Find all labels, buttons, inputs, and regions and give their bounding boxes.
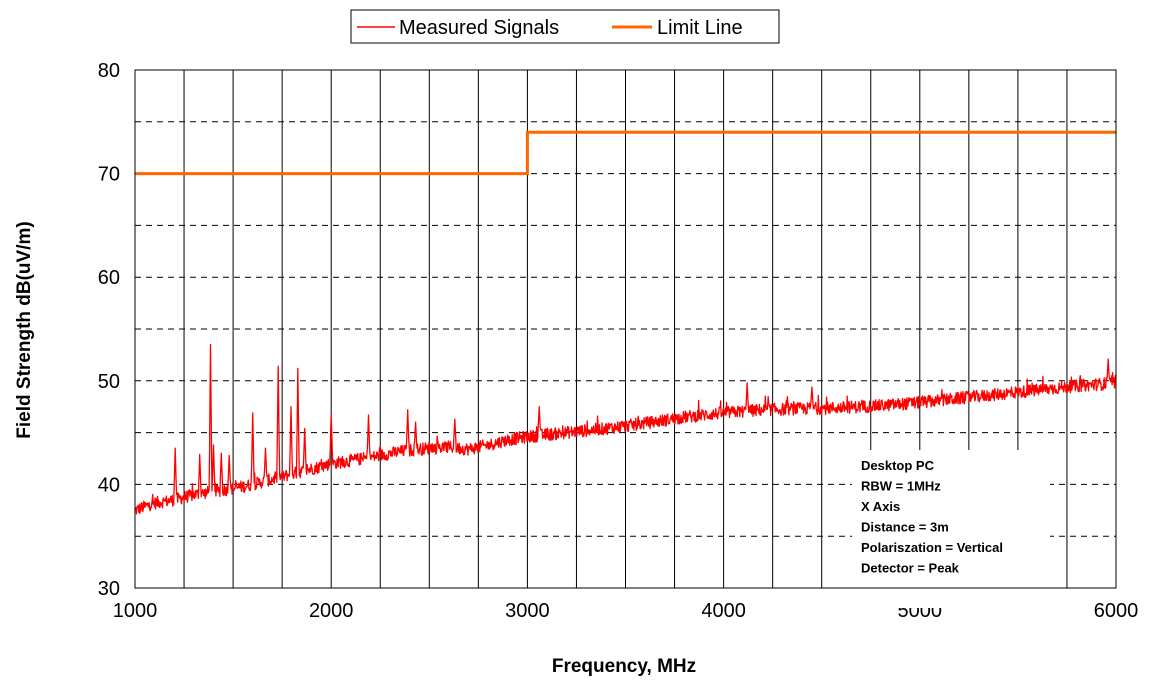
x-tick-label: 3000 — [505, 600, 550, 622]
x-tick-label: 6000 — [1094, 600, 1139, 622]
plot-frame — [134, 69, 1117, 589]
limit-line — [135, 130, 1116, 176]
legend-label-limit: Limit Line — [657, 17, 743, 39]
legend-label-measured: Measured Signals — [399, 17, 559, 39]
y-tick-label: 30 — [98, 578, 120, 600]
y-tick-label: 80 — [98, 60, 120, 82]
annotation-line: Distance = 3m — [861, 520, 949, 535]
annotation-line: X Axis — [861, 499, 900, 514]
series-layer — [134, 130, 1117, 515]
legend-box — [350, 9, 780, 44]
annotation-background — [852, 450, 1050, 588]
x-axis-title: Frequency, MHz — [552, 656, 696, 677]
legend: Measured Signals Limit Line — [350, 9, 780, 44]
y-tick-label: 50 — [98, 371, 120, 393]
annotation-line: Polariszation = Vertical — [861, 540, 1003, 555]
y-tick-label: 60 — [98, 267, 120, 289]
annotation-line: RBW = 1MHz — [861, 479, 941, 494]
x-tick-label: 1000 — [113, 600, 158, 622]
y-axis-title: Field Strength dB(uV/m) — [14, 221, 35, 438]
annotation-line: Detector = Peak — [861, 561, 960, 576]
annotation-line: Desktop PC — [861, 458, 935, 473]
y-tick-label: 40 — [98, 474, 120, 496]
y-tick-label: 70 — [98, 164, 120, 186]
annotation-box: Desktop PC RBW = 1MHz X Axis Distance = 3m P… — [852, 450, 1050, 608]
x-tick-label: 2000 — [309, 600, 354, 622]
annotation-clip — [852, 588, 1050, 608]
x-tick-label: 4000 — [701, 600, 746, 622]
measured-signals-line — [134, 343, 1117, 515]
grid — [135, 70, 1116, 588]
